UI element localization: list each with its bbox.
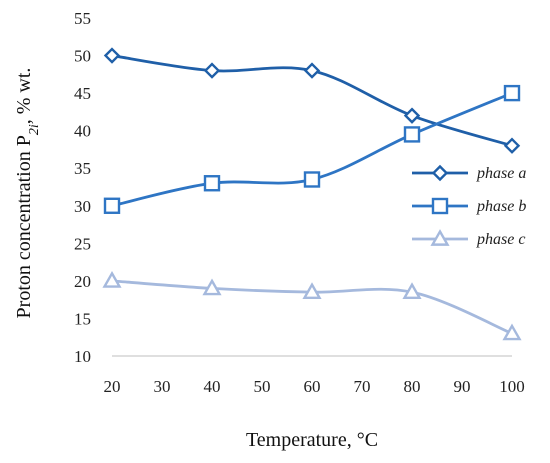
series-triangle: [102, 270, 522, 341]
y-axis-title-unit: , % wt.: [13, 68, 35, 125]
y-tick-label: 40: [74, 122, 91, 141]
y-tick-label: 15: [74, 309, 91, 328]
legend-label: phase a: [476, 165, 526, 182]
y-tick-label: 30: [74, 197, 91, 216]
data-point: [503, 84, 521, 102]
legend-item: phase a: [412, 164, 526, 182]
data-point: [402, 282, 422, 299]
x-tick-label: 20: [104, 377, 121, 396]
data-point: [202, 278, 222, 296]
data-point: [303, 62, 321, 79]
x-tick-label: 90: [454, 377, 471, 396]
y-tick-label: 45: [74, 84, 91, 103]
data-point: [103, 197, 121, 214]
y-axis-title-main: Proton concentration P: [13, 135, 35, 318]
data-point: [103, 47, 121, 64]
data-point: [203, 62, 221, 79]
y-tick-label: 25: [74, 234, 91, 253]
legend-marker: [431, 197, 449, 215]
x-tick-label: 100: [499, 377, 525, 396]
x-tick-label: 40: [204, 377, 221, 396]
legend-item: phase b: [412, 197, 526, 215]
y-axis: 10 15 20 25 30 35 40 45 50 55: [74, 9, 91, 366]
y-tick-label: 20: [74, 272, 91, 291]
series-layer: [102, 47, 522, 341]
series-square: [103, 84, 521, 214]
data-point: [503, 137, 521, 154]
legend-marker: [431, 164, 449, 182]
legend-label: phase c: [476, 231, 525, 248]
data-point: [403, 126, 421, 143]
x-tick-label: 80: [404, 377, 421, 396]
x-tick-label: 70: [354, 377, 371, 396]
data-point: [203, 175, 221, 192]
series-diamond: [103, 47, 521, 154]
legend-item: phase c: [412, 229, 525, 248]
legend-marker: [430, 229, 450, 246]
data-point: [502, 323, 522, 341]
data-point: [302, 282, 322, 299]
y-tick-label: 50: [74, 47, 91, 66]
x-tick-label: 60: [304, 377, 321, 396]
legend-label: phase b: [476, 198, 526, 215]
legend: phase a phase b phase c: [412, 164, 526, 248]
x-tick-label: 30: [154, 377, 171, 396]
data-point: [403, 107, 421, 124]
series-line: [111, 91, 513, 208]
y-tick-label: 55: [74, 9, 91, 28]
x-tick-label: 50: [254, 377, 271, 396]
data-point: [303, 171, 321, 188]
y-axis-title-subscript: 2i: [27, 124, 42, 135]
x-axis-title: Temperature, °C: [246, 429, 378, 451]
y-tick-label: 35: [74, 159, 91, 178]
y-axis-title: Proton concentration P2i, % wt.: [13, 68, 42, 319]
data-point: [102, 270, 122, 288]
x-axis: 20 30 40 50 60 70 80 90 100: [104, 355, 525, 396]
y-tick-label: 10: [74, 347, 91, 366]
